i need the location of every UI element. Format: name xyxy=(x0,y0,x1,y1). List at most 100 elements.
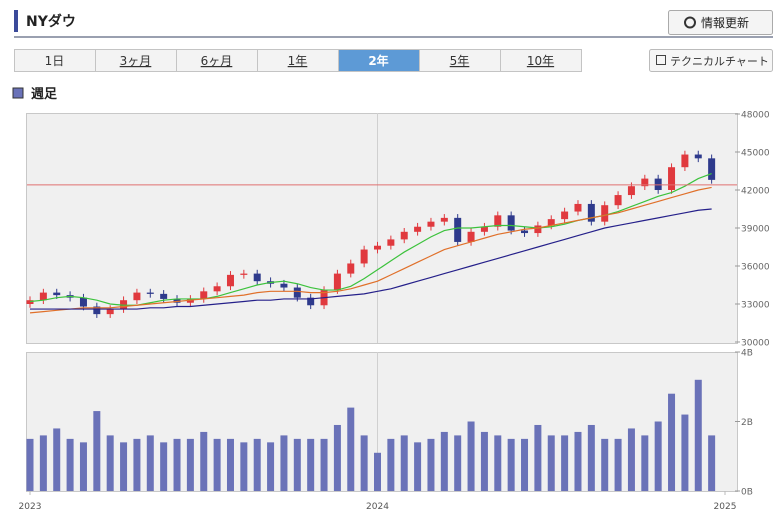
period-tab[interactable]: 3ヶ月 xyxy=(95,49,177,72)
volume-bar xyxy=(267,442,275,491)
volume-bar xyxy=(601,438,609,491)
volume-bar xyxy=(106,435,114,491)
candle-body xyxy=(186,298,194,303)
y-tick-label: 42000 xyxy=(741,187,770,197)
y-tick-label: 45000 xyxy=(741,149,770,159)
candle-body xyxy=(400,231,408,240)
candle-body xyxy=(454,217,462,242)
window-icon xyxy=(656,55,666,65)
x-tick-label: 2024 xyxy=(366,502,389,512)
candle-body xyxy=(387,239,395,246)
candle-body xyxy=(240,273,248,275)
volume-bar xyxy=(681,414,689,491)
period-icon xyxy=(12,87,24,99)
volume-bar xyxy=(427,438,435,491)
candle-body xyxy=(106,309,114,315)
period-tab[interactable]: 1日 xyxy=(14,49,96,72)
volume-bar xyxy=(146,435,154,491)
button-label: テクニカルチャート xyxy=(670,55,769,68)
volume-bar xyxy=(26,438,34,491)
volume-bar xyxy=(561,435,569,491)
candle-body xyxy=(133,292,141,301)
candle-body xyxy=(601,205,609,222)
button-frame xyxy=(649,49,773,72)
candle-body xyxy=(414,226,422,232)
candle-body xyxy=(200,291,208,299)
volume-bar xyxy=(160,442,168,491)
x-tick-label: 2025 xyxy=(714,502,737,512)
volume-bar xyxy=(521,438,529,491)
period-tab[interactable]: 2年 xyxy=(338,49,420,72)
tab-label: 3ヶ月 xyxy=(120,54,152,68)
volume-bar xyxy=(440,431,448,491)
volume-bar xyxy=(360,435,368,491)
volume-bar xyxy=(641,435,649,491)
candle-body xyxy=(333,273,341,291)
refresh-button[interactable]: 情報更新 xyxy=(668,10,773,35)
volume-bar xyxy=(480,431,488,491)
tab-label: 2年 xyxy=(368,53,388,68)
candle-body xyxy=(681,154,689,168)
button-frame xyxy=(668,10,773,35)
period-tab[interactable]: 6ヶ月 xyxy=(176,49,258,72)
volume-bar xyxy=(93,411,101,491)
y-tick-label: 0B xyxy=(741,488,753,498)
volume-bar xyxy=(654,421,662,491)
candle-body xyxy=(307,297,315,306)
volume-bar xyxy=(333,424,341,491)
volume-bar xyxy=(213,438,221,491)
volume-bar xyxy=(708,435,716,491)
volume-bar xyxy=(668,393,676,491)
tab-label: 1日 xyxy=(45,54,65,68)
y-tick-label: 36000 xyxy=(741,263,770,273)
candle-body xyxy=(467,231,475,242)
candle-body xyxy=(561,211,569,220)
candle-body xyxy=(360,249,368,264)
candle-body xyxy=(226,274,234,287)
volume-bar xyxy=(79,442,87,491)
candle-body xyxy=(374,245,381,250)
candle-body xyxy=(521,230,529,234)
price-panel xyxy=(26,113,738,344)
volume-bar xyxy=(534,424,542,491)
volume-bar xyxy=(400,435,408,491)
volume-bar xyxy=(186,438,194,491)
volume-bar xyxy=(494,435,502,491)
candle-body xyxy=(694,154,702,159)
y-tick-label: 30000 xyxy=(741,339,770,349)
volume-bar xyxy=(694,379,702,491)
volume-bar xyxy=(280,435,288,491)
technical-button[interactable]: テクニカルチャート xyxy=(649,49,773,72)
volume-bar xyxy=(587,424,595,491)
candle-body xyxy=(280,283,288,288)
candle-body xyxy=(480,226,488,232)
candle-body xyxy=(79,297,87,307)
y-tick-label: 33000 xyxy=(741,301,770,311)
moving-average-line xyxy=(30,208,712,310)
period-tab[interactable]: 1年 xyxy=(257,49,339,72)
y-tick-label: 4B xyxy=(741,349,753,359)
candle-body xyxy=(53,292,61,296)
volume-bar xyxy=(240,442,248,491)
volume-bar xyxy=(387,438,395,491)
candle-body xyxy=(654,178,662,190)
volume-bar xyxy=(173,438,181,491)
candle-body xyxy=(668,167,676,190)
candle-body xyxy=(160,293,168,299)
tab-frame xyxy=(500,49,582,72)
x-tick-label: 2023 xyxy=(19,502,42,512)
volume-bar xyxy=(467,421,475,491)
volume-bar xyxy=(320,438,328,491)
volume-bar xyxy=(293,438,301,491)
candle-body xyxy=(347,263,355,274)
candle-body xyxy=(587,203,595,222)
refresh-icon xyxy=(684,16,696,29)
period-tab[interactable]: 5年 xyxy=(419,49,501,72)
volume-bar xyxy=(39,435,47,491)
period-tab[interactable]: 10年 xyxy=(500,49,582,72)
candle-body xyxy=(39,292,47,301)
candle-body xyxy=(574,203,582,212)
volume-bar xyxy=(253,438,261,491)
